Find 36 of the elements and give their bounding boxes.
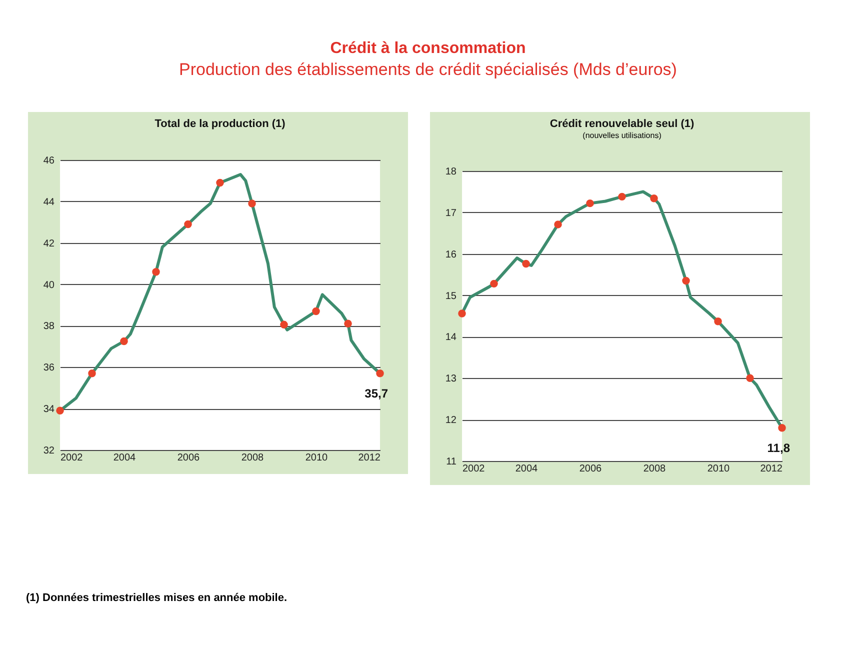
y-tick-label: 36 xyxy=(43,362,55,374)
x-tick-label: 2002 xyxy=(462,464,486,474)
y-tick-label: 46 xyxy=(43,156,55,166)
y-tick-label: 34 xyxy=(43,404,55,416)
y-tick-label: 12 xyxy=(445,415,457,426)
x-tick-label: 2012 xyxy=(760,464,783,474)
text: Production des établissements de crédit spécialisés (Mds d’euros) xyxy=(178,60,678,80)
y-tick-label: 13 xyxy=(445,374,457,385)
y-tick-label: 18 xyxy=(445,166,457,178)
x-tick-label: 2012 xyxy=(358,452,381,464)
y-tick-label: 38 xyxy=(43,321,55,332)
x-tick-label: 2006 xyxy=(177,452,200,464)
chart-subtitle: (nouvelles utilisations) xyxy=(582,131,662,140)
x-tick-label: 2006 xyxy=(579,464,602,474)
y-tick-label: 14 xyxy=(445,332,457,344)
y-tick-label: 11 xyxy=(446,456,457,468)
annotation: 11,8 xyxy=(767,440,790,455)
x-tick-label: 2002 xyxy=(60,452,84,464)
x-tick-label: 2010 xyxy=(305,452,328,464)
chart-title: Total de la production (1) xyxy=(154,118,286,130)
y-tick-label: 40 xyxy=(43,280,55,291)
y-tick-label: 44 xyxy=(43,196,55,208)
x-tick-label: 2008 xyxy=(643,464,666,474)
y-tick-label: 32 xyxy=(43,446,55,456)
y-tick-label: 16 xyxy=(445,249,457,260)
x-tick-label: 2010 xyxy=(707,464,730,474)
chart-title: Crédit renouvelable seul (1) xyxy=(550,118,694,130)
x-tick-label: 2004 xyxy=(515,464,538,474)
text: Crédit à la consommation xyxy=(329,40,527,58)
text: (1) Données trimestrielles mises en année mobile. xyxy=(26,592,288,604)
annotation: 35,7 xyxy=(364,386,388,400)
y-tick-label: 17 xyxy=(445,208,457,219)
x-tick-label: 2004 xyxy=(113,452,136,464)
y-tick-label: 15 xyxy=(445,290,457,302)
y-tick-label: 42 xyxy=(43,238,55,250)
x-tick-label: 2008 xyxy=(241,452,264,464)
